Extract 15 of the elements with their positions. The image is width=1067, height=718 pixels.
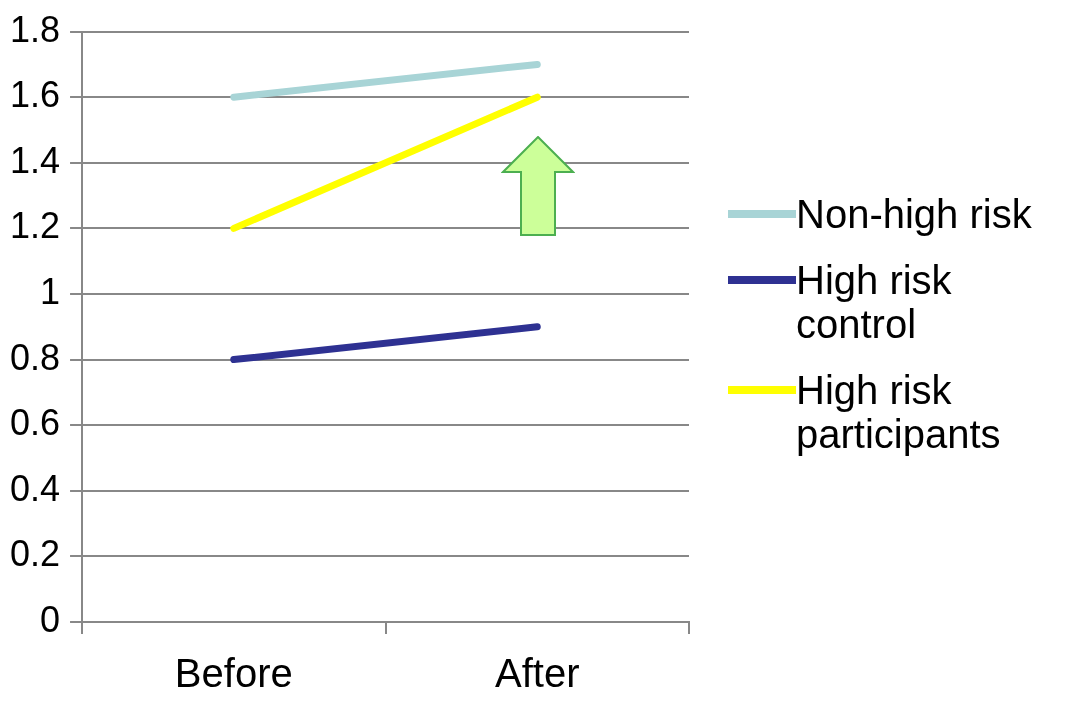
y-tick-label: 0.2 — [10, 533, 61, 575]
y-tick-label: 0.4 — [10, 467, 61, 509]
legend-label: High risk control — [796, 258, 953, 346]
y-tick-label: 0.6 — [10, 402, 61, 444]
y-tick-label: 1.4 — [10, 139, 61, 181]
y-tick-label: 1.2 — [10, 205, 61, 247]
y-tick-label: 0.8 — [10, 336, 61, 378]
legend-label: Non-high risk — [796, 192, 1032, 236]
legend-label: High risk participants — [796, 368, 1002, 456]
x-tick-label: After — [495, 651, 580, 696]
y-tick-label: 1 — [40, 270, 61, 312]
y-tick-label: 1.6 — [10, 74, 61, 116]
y-tick-label: 0 — [40, 598, 61, 640]
y-tick-label: 1.8 — [10, 8, 61, 50]
x-tick-label: Before — [174, 651, 293, 696]
